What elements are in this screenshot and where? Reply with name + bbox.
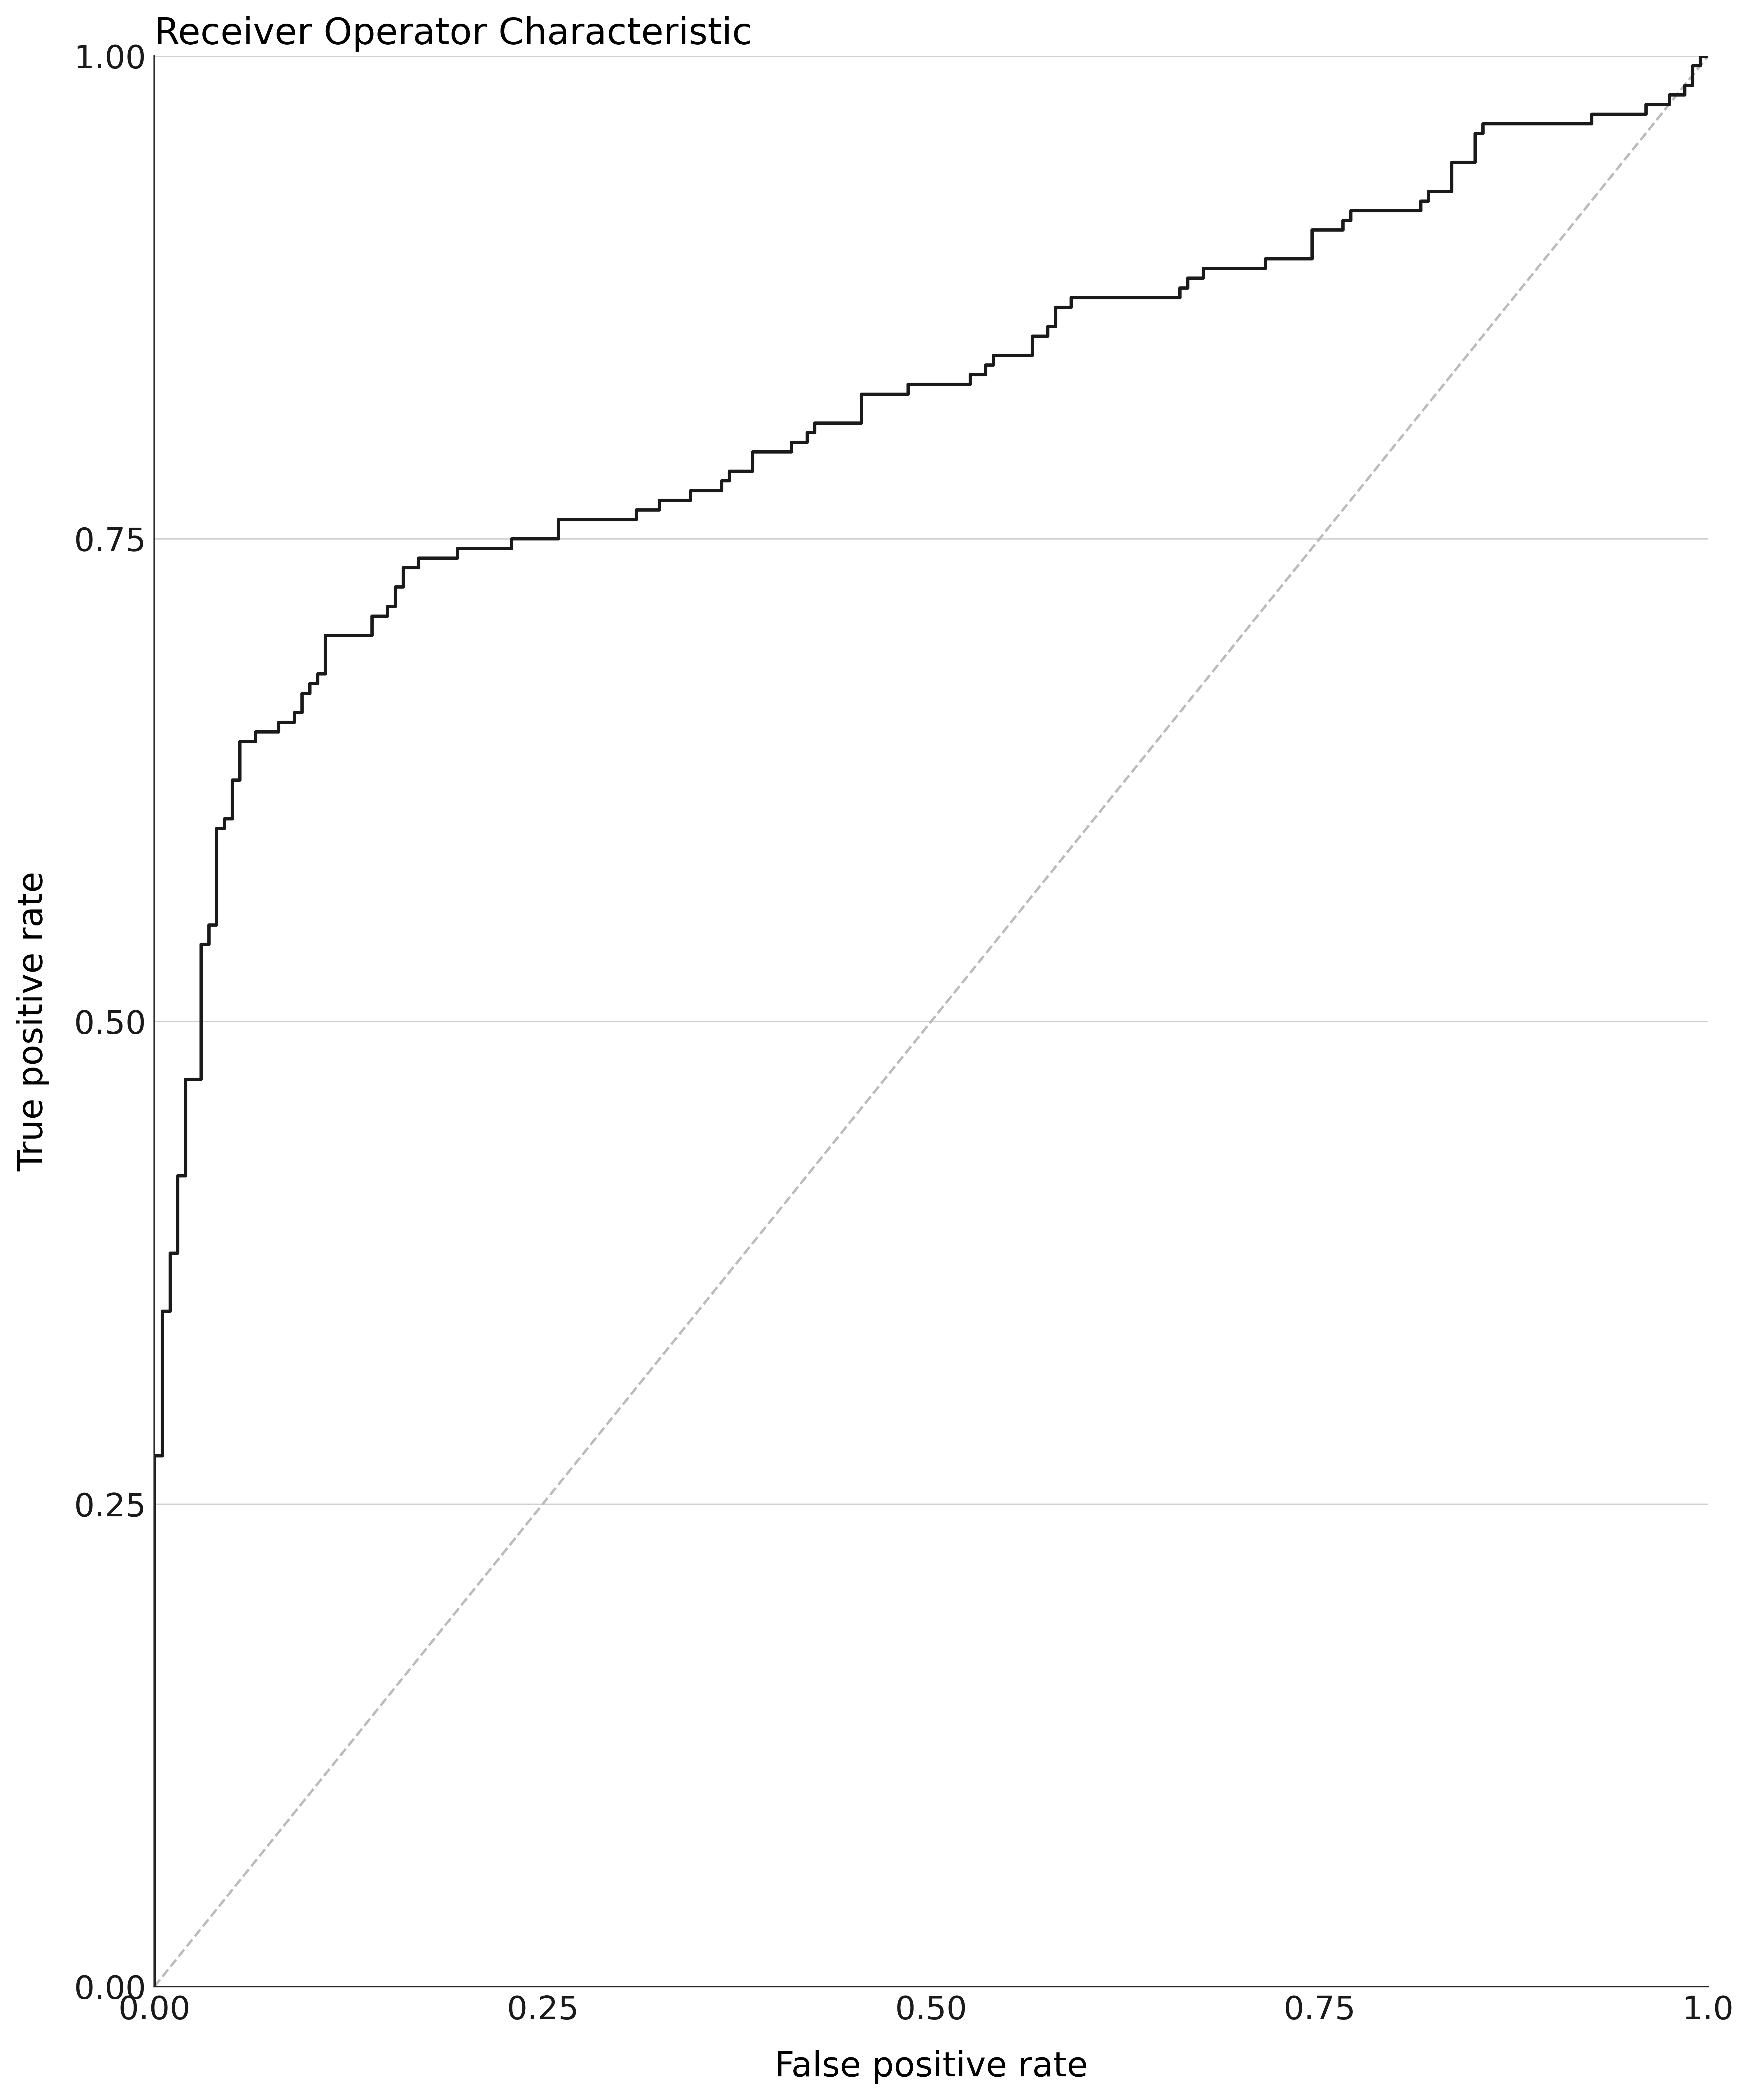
Text: Receiver Operator Characteristic: Receiver Operator Characteristic	[154, 17, 752, 52]
Y-axis label: True positive rate: True positive rate	[16, 872, 49, 1172]
X-axis label: False positive rate: False positive rate	[775, 2050, 1088, 2083]
